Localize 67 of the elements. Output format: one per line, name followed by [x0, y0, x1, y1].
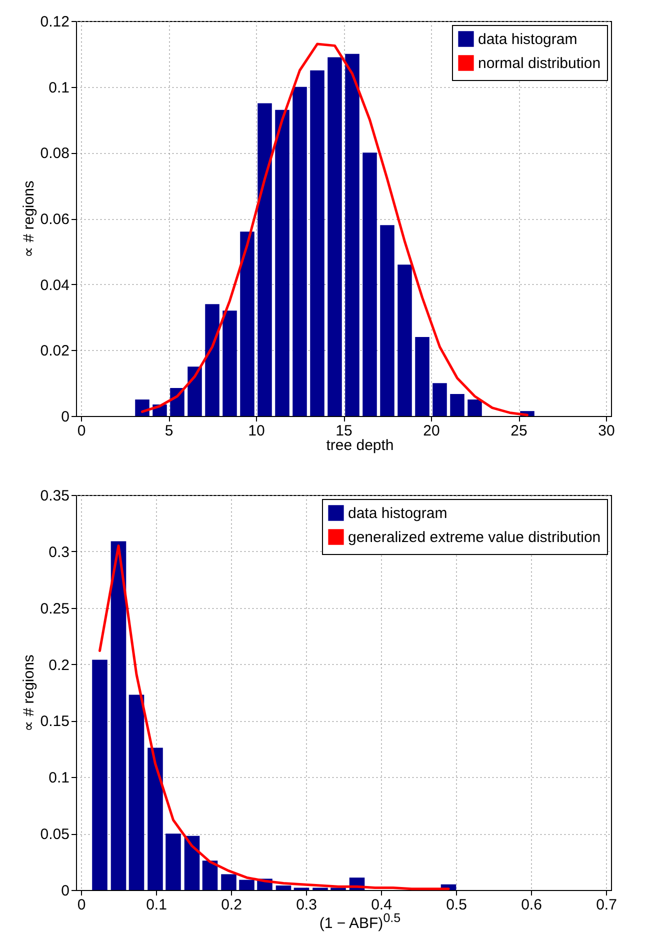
bar [432, 383, 447, 416]
bar [275, 110, 290, 416]
y-tick-label: 0.02 [40, 342, 70, 360]
bar [222, 310, 237, 416]
x-tick-label: 0.5 [446, 896, 467, 914]
y-tick-label: 0.04 [40, 276, 70, 294]
bar [362, 152, 377, 416]
y-tick-label: 0.08 [40, 145, 70, 162]
y-tick-label: 0.1 [48, 770, 70, 787]
legend-label: data histogram [348, 505, 448, 522]
bar [239, 880, 254, 890]
bar [310, 70, 324, 416]
legend-label: generalized extreme value distribution [348, 529, 601, 546]
y-tick-label: 0.35 [40, 488, 70, 504]
bar [415, 337, 430, 416]
x-tick-label: 15 [336, 422, 352, 440]
x-tick-label: 0.4 [371, 896, 392, 914]
bar [398, 264, 412, 416]
x-tick-label: 0 [77, 422, 86, 440]
legend-label: data histogram [478, 31, 578, 48]
x-tick-label: 5 [164, 422, 174, 440]
x-tick-label: 10 [248, 422, 265, 440]
line-series [98, 544, 450, 890]
y-tick-label: 0.15 [40, 713, 70, 730]
x-tick-label: 0.6 [521, 896, 542, 914]
bar [92, 660, 108, 890]
x-tick-label: 25 [510, 422, 528, 440]
y-tick-label: 0.1 [48, 79, 70, 96]
bar [468, 400, 482, 416]
bar [345, 54, 360, 416]
y-tick-label: 0 [61, 408, 70, 426]
x-axis-title: (1 − ABF)$^{0.5}$ [319, 911, 401, 932]
bar [128, 694, 144, 890]
x-tick-label: 0.7 [596, 896, 617, 914]
y-axis-title: ∝ # regions [20, 180, 38, 258]
bar [221, 874, 236, 890]
x-axis-title: tree depth [326, 437, 394, 454]
bar [148, 748, 163, 890]
x-tick-label: 0 [77, 896, 86, 914]
bar [276, 885, 292, 890]
legend-label: normal distribution [478, 55, 601, 72]
bar [202, 860, 218, 890]
x-tick-label: 20 [423, 422, 440, 440]
bar [135, 400, 150, 416]
y-tick-label: 0.05 [40, 826, 70, 844]
x-tick-label: 0.3 [296, 896, 317, 914]
bar [166, 834, 181, 890]
bar [205, 304, 220, 416]
y-tick-label: 0 [61, 882, 70, 900]
bar [450, 394, 464, 416]
y-tick-label: 0.3 [48, 544, 70, 561]
y-tick-label: 0.2 [48, 656, 70, 674]
x-tick-label: 0.2 [221, 896, 242, 914]
bar [110, 541, 126, 890]
bar [188, 366, 202, 416]
y-tick-label: 0.12 [40, 14, 70, 30]
y-tick-label: 0.25 [40, 600, 70, 618]
x-tick-label: 0.1 [146, 896, 167, 914]
bar [292, 86, 307, 416]
bar [380, 225, 394, 416]
y-axis-title: ∝ # regions [20, 654, 38, 732]
bar [240, 232, 254, 416]
x-tick-label: 30 [598, 422, 615, 440]
bar [258, 103, 272, 416]
bar [328, 57, 342, 416]
bar [184, 836, 200, 890]
y-tick-label: 0.06 [40, 211, 70, 228]
